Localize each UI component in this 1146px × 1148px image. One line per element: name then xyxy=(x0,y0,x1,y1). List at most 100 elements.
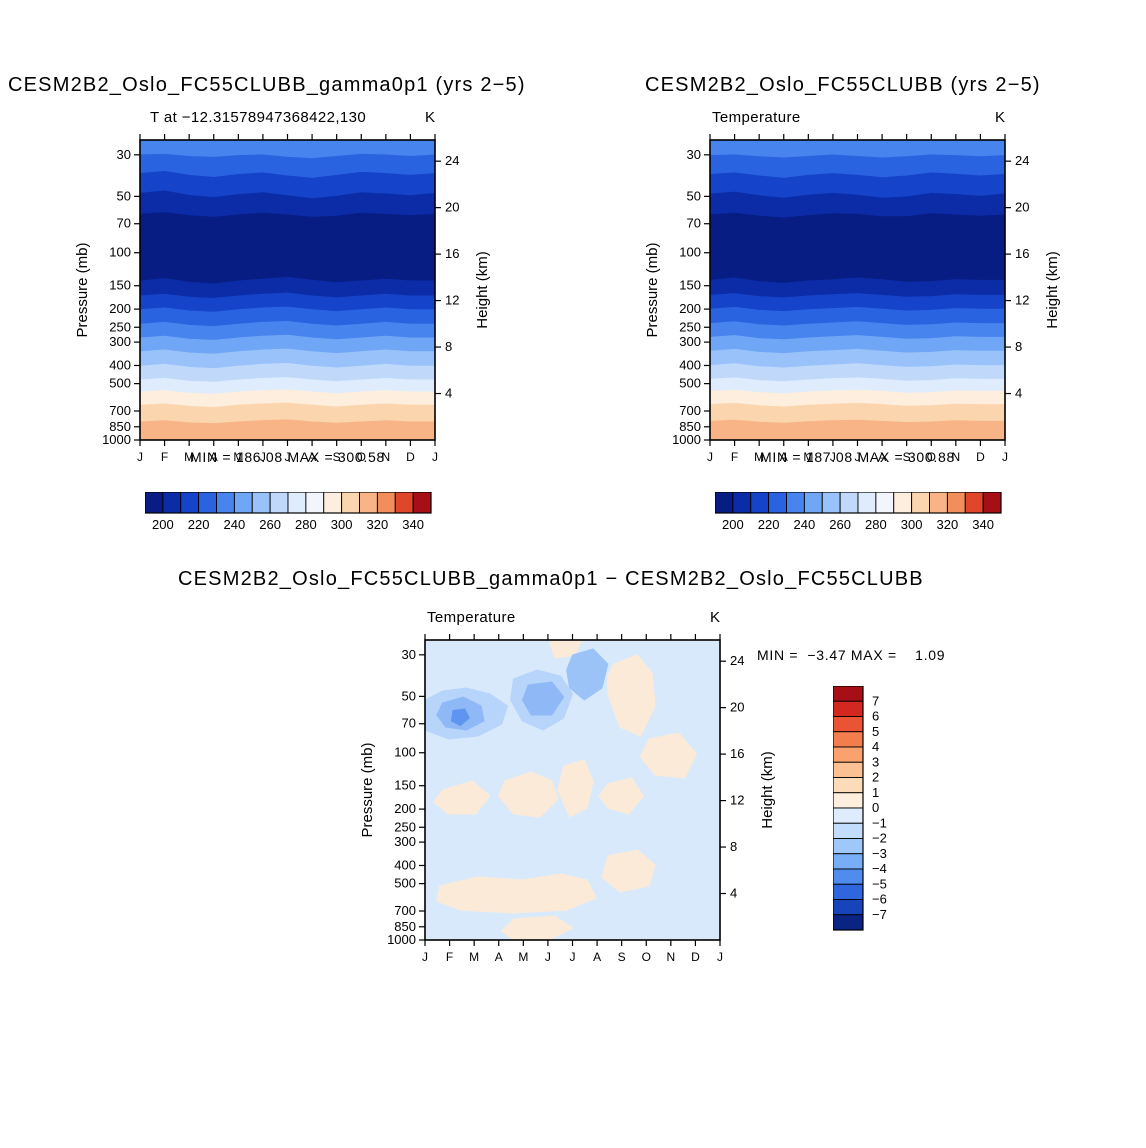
pressure-tick-label: 700 xyxy=(109,403,131,418)
pressure-tick-label: 850 xyxy=(679,419,701,434)
month-tick-label: O xyxy=(927,450,936,464)
colorbar-tick-label: 320 xyxy=(367,517,389,532)
pressure-tick-label: 300 xyxy=(109,334,131,349)
height-axis-label: Height (km) xyxy=(474,251,491,329)
month-tick-label: J xyxy=(432,450,438,464)
month-tick-label: S xyxy=(333,450,341,464)
pressure-tick-label: 30 xyxy=(687,147,701,162)
month-tick-label: D xyxy=(976,450,985,464)
month-tick-label: J xyxy=(570,950,576,964)
minmax-left: MIN = 186.08 MAX = 300.58 xyxy=(190,449,385,465)
subtitle-left: T at −12.31578947368422,130 xyxy=(150,109,367,126)
pressure-tick-label: 700 xyxy=(679,403,701,418)
colorbar-tick-label: 5 xyxy=(872,724,879,739)
month-tick-label: J xyxy=(855,450,861,464)
height-tick-label: 8 xyxy=(1015,339,1022,354)
month-tick-label: J xyxy=(830,450,836,464)
panel-title-right: CESM2B2_Oslo_FC55CLUBB (yrs 2−5) xyxy=(645,74,1041,96)
colorbar-tick-label: 280 xyxy=(865,517,887,532)
pressure-tick-label: 200 xyxy=(109,301,131,316)
colorbar-tick-label: 6 xyxy=(872,709,879,724)
month-tick-label: F xyxy=(161,450,168,464)
month-tick-label: M xyxy=(754,450,764,464)
pressure-tick-label: 250 xyxy=(679,319,701,334)
month-tick-label: A xyxy=(210,450,218,464)
pressure-tick-label: 400 xyxy=(109,357,131,372)
colorbar-tick-label: 2 xyxy=(872,770,879,785)
pressure-tick-label: 70 xyxy=(117,216,131,231)
difference-field xyxy=(425,640,720,940)
month-tick-label: A xyxy=(593,950,601,964)
colorbar-tick-label: 320 xyxy=(937,517,959,532)
pressure-tick-label: 500 xyxy=(394,876,416,891)
month-tick-label: F xyxy=(731,450,738,464)
height-tick-label: 20 xyxy=(1015,200,1029,215)
height-tick-label: 8 xyxy=(445,339,452,354)
height-axis-label: Height (km) xyxy=(1044,251,1061,329)
colorbar-tick-label: −7 xyxy=(872,907,887,922)
month-tick-label: J xyxy=(285,450,291,464)
colorbar-tick-label: 200 xyxy=(152,517,174,532)
colorbar-tick-label: −6 xyxy=(872,892,887,907)
month-tick-label: A xyxy=(878,450,886,464)
contour-plot-model1: J F M A M J J A S O N D J 30 50 70 100 150 200 250 300 400 500… xyxy=(60,125,520,475)
month-tick-label: N xyxy=(951,450,960,464)
contour-bands xyxy=(140,140,435,440)
colorbar-tick-label: 300 xyxy=(331,517,353,532)
month-tick-label: A xyxy=(495,950,503,964)
month-tick-label: J xyxy=(137,450,143,464)
colorbar-tick-label: 300 xyxy=(901,517,923,532)
pressure-axis-label: Pressure (mb) xyxy=(74,242,91,337)
colorbar-tick-label: 340 xyxy=(402,517,424,532)
height-tick-label: 4 xyxy=(730,886,737,901)
pressure-tick-label: 500 xyxy=(679,376,701,391)
month-tick-label: J xyxy=(707,450,713,464)
colorbar-tick-label: 3 xyxy=(872,754,879,769)
pressure-tick-label: 100 xyxy=(394,745,416,760)
minmax-right: MIN = 187.08 MAX = 300.88 xyxy=(760,449,955,465)
pressure-tick-label: 500 xyxy=(109,376,131,391)
height-axis-label: Height (km) xyxy=(759,751,776,829)
month-tick-label: A xyxy=(308,450,316,464)
contour-plot-model2: J F M A M J J A S O N D J 30 50 70 100 150 200 250 300 400 500… xyxy=(630,125,1090,475)
colorbar-tick-label: 7 xyxy=(872,693,879,708)
height-tick-label: 20 xyxy=(445,200,459,215)
pressure-tick-label: 850 xyxy=(109,419,131,434)
pressure-tick-label: 30 xyxy=(117,147,131,162)
month-tick-label: J xyxy=(422,950,428,964)
pressure-tick-label: 250 xyxy=(109,319,131,334)
height-tick-label: 4 xyxy=(445,386,452,401)
pressure-tick-label: 150 xyxy=(679,278,701,293)
subtitle-difference: Temperature xyxy=(427,609,516,626)
pressure-tick-label: 400 xyxy=(679,357,701,372)
temperature-colorbar-right: 200 220 240 260 280 300 320 340 xyxy=(714,491,1015,536)
contour-bands xyxy=(710,140,1005,440)
colorbar-tick-label: −5 xyxy=(872,876,887,891)
pressure-tick-label: 200 xyxy=(679,301,701,316)
month-tick-label: O xyxy=(642,950,651,964)
month-tick-label: M xyxy=(803,450,813,464)
panel-title-difference: CESM2B2_Oslo_FC55CLUBB_gamma0p1 − CESM2B… xyxy=(178,568,924,590)
pressure-axis-label: Pressure (mb) xyxy=(359,742,376,837)
difference-colorbar: 7 6 5 4 3 2 1 0 −1 −2 −3 −4 −5 −6 −7 xyxy=(832,685,913,938)
height-tick-label: 16 xyxy=(1015,246,1029,261)
month-tick-label: N xyxy=(381,450,390,464)
pressure-tick-label: 30 xyxy=(402,647,416,662)
month-tick-label: M xyxy=(184,450,194,464)
month-tick-label: N xyxy=(666,950,675,964)
colorbar-tick-label: 0 xyxy=(872,800,879,815)
pressure-tick-label: 150 xyxy=(394,778,416,793)
height-tick-label: 24 xyxy=(730,653,744,668)
height-tick-label: 4 xyxy=(1015,386,1022,401)
month-tick-label: J xyxy=(717,950,723,964)
pressure-tick-label: 200 xyxy=(394,801,416,816)
colorbar-tick-label: 280 xyxy=(295,517,317,532)
month-tick-label: A xyxy=(780,450,788,464)
pressure-tick-label: 100 xyxy=(109,245,131,260)
height-tick-label: 12 xyxy=(730,793,744,808)
colorbar-tick-label: 340 xyxy=(972,517,994,532)
colorbar-tick-label: −4 xyxy=(872,861,887,876)
